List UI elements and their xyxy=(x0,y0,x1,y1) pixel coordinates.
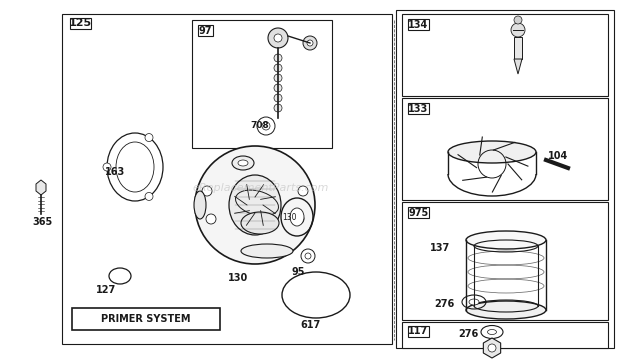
Ellipse shape xyxy=(229,175,281,235)
Text: 130: 130 xyxy=(281,213,296,222)
Ellipse shape xyxy=(487,330,497,335)
Polygon shape xyxy=(484,338,501,358)
Circle shape xyxy=(103,163,111,171)
Bar xyxy=(408,326,428,337)
Bar xyxy=(62,14,392,344)
Text: 137: 137 xyxy=(430,243,450,253)
Circle shape xyxy=(274,54,282,62)
Circle shape xyxy=(294,214,304,224)
Ellipse shape xyxy=(241,212,279,234)
Text: 365: 365 xyxy=(32,217,52,227)
Circle shape xyxy=(298,186,308,196)
Text: 117: 117 xyxy=(408,326,428,336)
Bar xyxy=(408,103,428,114)
Ellipse shape xyxy=(232,156,254,170)
Bar xyxy=(408,207,428,218)
Circle shape xyxy=(488,344,496,352)
Circle shape xyxy=(274,104,282,112)
Text: 276: 276 xyxy=(434,299,454,309)
Polygon shape xyxy=(36,180,46,195)
Polygon shape xyxy=(514,59,522,74)
Text: eReplacementParts.com: eReplacementParts.com xyxy=(192,183,329,193)
Text: 975: 975 xyxy=(408,208,428,217)
Bar xyxy=(408,19,428,30)
Ellipse shape xyxy=(238,160,248,166)
Bar xyxy=(402,14,608,96)
Circle shape xyxy=(274,64,282,72)
Text: 95: 95 xyxy=(292,267,306,277)
Circle shape xyxy=(274,74,282,82)
Ellipse shape xyxy=(466,301,546,319)
Bar xyxy=(192,20,332,148)
Bar xyxy=(402,322,608,348)
Bar xyxy=(402,98,608,200)
Circle shape xyxy=(206,214,216,224)
Text: 130: 130 xyxy=(228,273,248,283)
Bar xyxy=(72,308,220,330)
Text: 617: 617 xyxy=(300,320,321,330)
Circle shape xyxy=(268,28,288,48)
Text: 104: 104 xyxy=(548,151,569,161)
Ellipse shape xyxy=(290,208,304,226)
Text: 708: 708 xyxy=(250,122,268,130)
Circle shape xyxy=(307,40,313,46)
Text: 276: 276 xyxy=(458,329,478,339)
Ellipse shape xyxy=(448,141,536,163)
Text: 134: 134 xyxy=(408,19,428,30)
Bar xyxy=(514,37,522,59)
Text: PRIMER SYSTEM: PRIMER SYSTEM xyxy=(101,314,191,324)
Bar xyxy=(198,25,213,36)
Text: 127: 127 xyxy=(96,285,117,295)
Text: 133: 133 xyxy=(408,104,428,113)
Circle shape xyxy=(514,16,522,24)
Ellipse shape xyxy=(466,231,546,249)
Circle shape xyxy=(274,34,282,42)
Ellipse shape xyxy=(194,191,206,219)
Circle shape xyxy=(274,94,282,102)
Circle shape xyxy=(202,186,212,196)
Circle shape xyxy=(303,36,317,50)
Circle shape xyxy=(305,253,311,259)
Circle shape xyxy=(274,84,282,92)
Ellipse shape xyxy=(241,244,293,258)
Circle shape xyxy=(145,192,153,200)
Circle shape xyxy=(511,23,525,37)
Bar xyxy=(70,18,91,29)
Text: 163: 163 xyxy=(105,167,125,177)
Text: 97: 97 xyxy=(199,26,212,35)
Circle shape xyxy=(262,122,270,130)
Ellipse shape xyxy=(469,299,479,305)
Circle shape xyxy=(145,134,153,142)
Text: 125: 125 xyxy=(69,18,92,29)
Ellipse shape xyxy=(195,146,315,264)
Bar xyxy=(396,10,614,348)
Bar xyxy=(402,202,608,320)
